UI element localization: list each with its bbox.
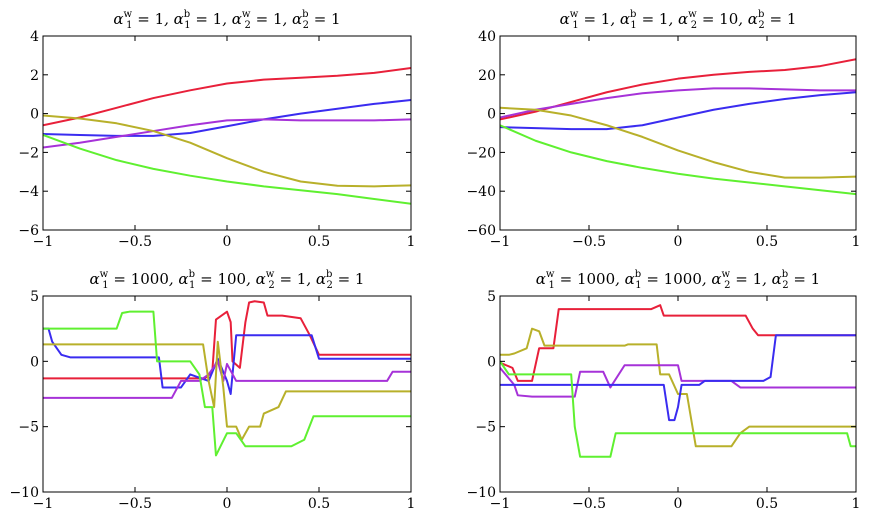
series-line-green (43, 133, 411, 205)
x-tick-label: 0 (223, 496, 232, 512)
y-tick-label: −20 (466, 145, 496, 161)
x-tick-label: 0.5 (308, 496, 330, 512)
series-line-blue (500, 91, 856, 131)
series-line-magenta (500, 87, 856, 119)
x-tick-label: 0 (223, 234, 232, 250)
x-tick-label: −1 (33, 234, 54, 250)
x-tick-label: −0.5 (118, 496, 152, 512)
x-tick-label: −0.5 (118, 234, 152, 250)
chart-panel-1: −1 −0.5 0 0.5 1 −6 −4 −2 0 2 4 αw 1 = 1, αb 1 = 1, αw… (18, 9, 415, 250)
x-tick-label: −1 (33, 496, 54, 512)
series-line-olive (500, 327, 856, 448)
x-tick-label: 0.5 (756, 234, 778, 250)
chart-title: αw 1 = 1, αb 1 = 1, αw 2 = 1, αb 2 = 1 (113, 9, 340, 31)
y-tick-label: −5 (18, 420, 39, 436)
series-line-green (43, 310, 411, 457)
y-tick-label: −10 (466, 485, 496, 501)
chart-panel-2: −1 −0.5 0 0.5 1 −60 −40 −20 0 20 40 αw 1 = 1, αb 1 = … (466, 9, 860, 250)
series-line-olive (43, 340, 411, 441)
x-tick-label: 0 (674, 234, 683, 250)
chart-title: αw 1 = 1000, αb 1 = 100, αw 2 = 1, αb 2 = 1 (90, 269, 365, 291)
x-tick-label: 0.5 (756, 496, 778, 512)
y-tick-label: 0 (30, 107, 39, 123)
series-line-olive (500, 106, 856, 179)
x-tick-label: 0 (674, 496, 683, 512)
y-tick-label: 5 (30, 289, 39, 305)
series-line-red (500, 304, 856, 382)
x-tick-label: −0.5 (572, 496, 606, 512)
y-tick-label: 2 (30, 68, 39, 84)
y-tick-label: 40 (478, 29, 496, 45)
axes-frame (499, 35, 857, 231)
y-tick-label: −60 (466, 223, 496, 239)
y-tick-label: 0 (487, 354, 496, 370)
chart-panel-3: −1 −0.5 0 0.5 1 −10 −5 0 5 αw 1 = 1000, αb 1 = 100,… (9, 269, 415, 512)
y-tick-label: 0 (487, 107, 496, 123)
chart-title: αw 1 = 1000, αb 1 = 1000, αw 2 = 1, αb 2 = 1 (536, 269, 820, 291)
axes-frame (42, 35, 412, 231)
y-tick-label: −5 (475, 420, 496, 436)
x-tick-label: 1 (407, 234, 416, 250)
chart-panel-4: −1 −0.5 0 0.5 1 −10 −5 0 5 αw 1 = 1000, αb 1 = 1000… (466, 269, 860, 512)
series-line-green (500, 360, 856, 458)
series-line-blue (43, 327, 411, 395)
x-tick-label: 0.5 (308, 234, 330, 250)
y-tick-label: −10 (9, 485, 39, 501)
axes-frame (42, 295, 412, 493)
series-line-blue (43, 99, 411, 137)
y-tick-label: −4 (18, 184, 39, 200)
x-tick-label: 1 (407, 496, 416, 512)
x-tick-label: −1 (490, 234, 511, 250)
y-tick-label: 20 (478, 68, 496, 84)
y-tick-label: −2 (18, 145, 39, 161)
y-tick-label: −6 (18, 223, 39, 239)
series-line-olive (43, 114, 411, 188)
x-tick-label: −0.5 (572, 234, 606, 250)
y-tick-label: 0 (30, 354, 39, 370)
series-line-green (500, 124, 856, 196)
y-tick-label: −40 (466, 184, 496, 200)
series-line-magenta (43, 118, 411, 149)
series-line-red (43, 67, 411, 127)
x-tick-label: 1 (852, 234, 861, 250)
series-line-blue (500, 334, 856, 422)
y-tick-label: 5 (487, 289, 496, 305)
chart-title: αw 1 = 1, αb 1 = 1, αw 2 = 10, αb 2 = 1 (560, 9, 797, 31)
y-tick-label: 4 (30, 29, 39, 45)
x-tick-label: −1 (490, 496, 511, 512)
x-tick-label: 1 (852, 496, 861, 512)
